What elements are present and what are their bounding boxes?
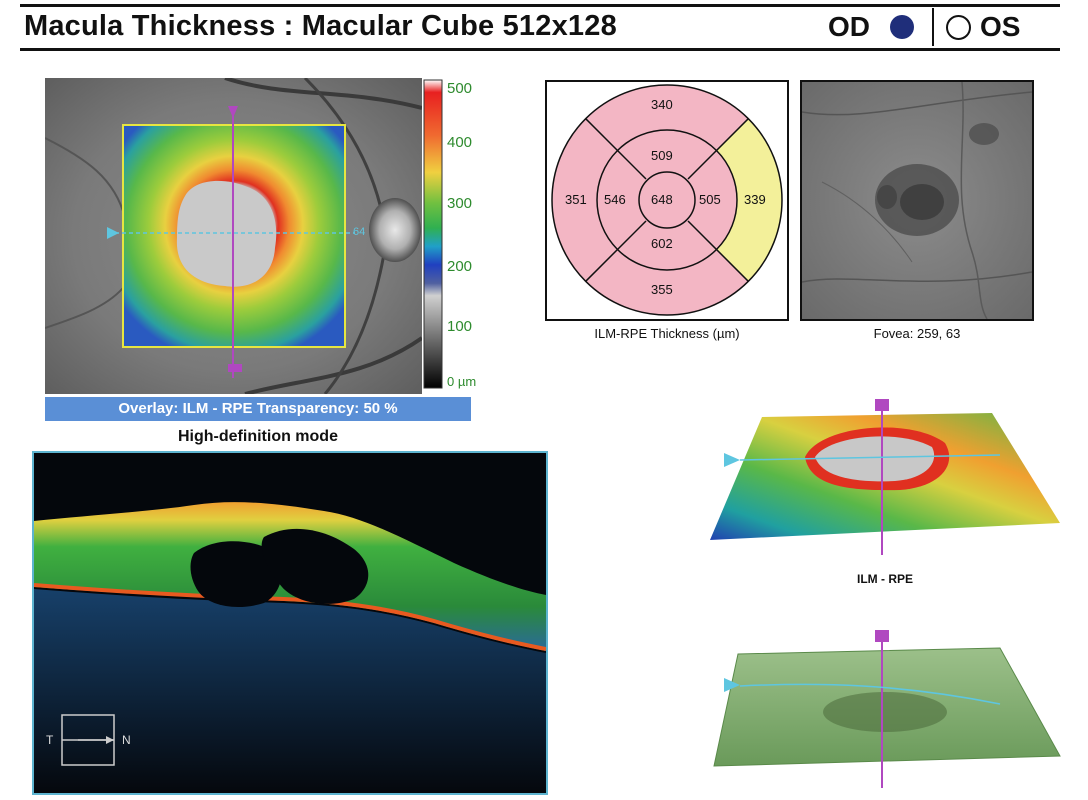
eye-selector-divider: [932, 8, 934, 46]
inner-inferior-value: 602: [651, 236, 673, 251]
slice-marker-label: 64: [353, 226, 366, 238]
overlay-settings-bar[interactable]: Overlay: ILM - RPE Transparency: 50 %: [45, 397, 471, 421]
center-value: 648: [651, 192, 673, 207]
etdrs-thickness-grid[interactable]: 340 351 339 355 509 546 505 602 648: [545, 80, 789, 321]
fundus-image: [45, 78, 422, 394]
page-title: Macula Thickness : Macular Cube 512x128: [24, 10, 617, 42]
inner-temporal-value: 505: [699, 192, 721, 207]
header-bottom-rule: [20, 48, 1060, 51]
slo-fundus-image[interactable]: [800, 80, 1034, 321]
bscan-label-temporal: T: [46, 733, 54, 747]
thickness-color-scale: 500 400 300 200 100 0 µm: [422, 78, 476, 394]
etdrs-grid-drawing: [551, 84, 783, 316]
outer-inferior-value: 355: [651, 282, 673, 297]
fundus-thickness-map[interactable]: 64: [45, 78, 422, 394]
eye-od-radio-selected[interactable]: [890, 15, 914, 39]
inner-superior-value: 509: [651, 148, 673, 163]
bscan-label-nasal: N: [122, 733, 131, 747]
scale-tick-400: 400: [447, 134, 473, 151]
inner-nasal-value: 546: [604, 192, 626, 207]
slo-image: [802, 82, 1032, 319]
3d-surface-drawing: [713, 630, 1061, 788]
etdrs-caption: ILM-RPE Thickness (µm): [594, 326, 740, 341]
scale-tick-300: 300: [447, 195, 473, 212]
header-top-rule: [20, 4, 1060, 7]
scale-tick-500: 500: [447, 80, 473, 97]
bscan-mode-title: High-definition mode: [178, 428, 338, 445]
eye-os-label[interactable]: OS: [980, 11, 1021, 42]
3d-map-surface: [710, 399, 1060, 555]
3d-surface-map[interactable]: [700, 628, 1070, 793]
outer-superior-value: 340: [651, 97, 673, 112]
oct-bscan-image[interactable]: T N: [32, 451, 548, 795]
color-scale-bar: [423, 79, 443, 389]
eye-os-radio[interactable]: [946, 15, 971, 40]
scale-tick-100: 100: [447, 318, 473, 335]
scale-tick-0: 0 µm: [447, 374, 477, 389]
scale-tick-200: 200: [447, 258, 473, 275]
fovea-coordinates: Fovea: 259, 63: [873, 326, 961, 341]
eye-od-label[interactable]: OD: [828, 11, 870, 42]
bscan-tomogram: [34, 502, 546, 793]
3d-map-caption: ILM - RPE: [857, 572, 913, 586]
3d-thickness-map[interactable]: [700, 395, 1070, 560]
outer-temporal-value: 339: [744, 192, 766, 207]
outer-nasal-value: 351: [565, 192, 587, 207]
